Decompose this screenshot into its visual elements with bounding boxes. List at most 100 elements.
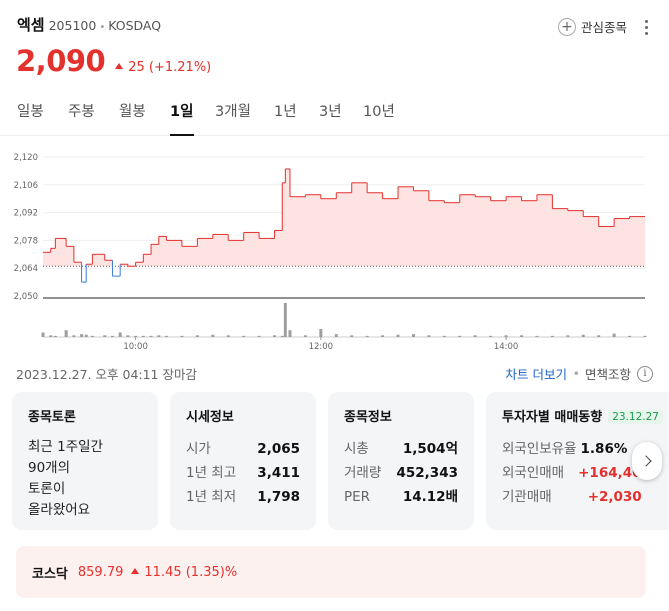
quote-row: 1년 최고 3,411 <box>186 461 300 485</box>
price-change: 25 (+1.21%) <box>115 60 211 75</box>
investor-card[interactable]: 투자자별 매매동향 23.12.27 외국인보유율 1.86% 외국인매매 +164,… <box>486 392 669 530</box>
volume-bar <box>612 333 616 337</box>
separator-dot: • <box>99 22 106 33</box>
price-area <box>43 168 645 267</box>
price-row: 2,090 25 (+1.21%) <box>16 44 211 78</box>
row-label: 외국인매매 <box>502 465 565 481</box>
volume-bar <box>134 335 138 337</box>
volume-bar <box>103 335 107 337</box>
tab-10year[interactable]: 10년 <box>363 104 395 120</box>
info-icon: i <box>637 365 653 382</box>
volume-bar <box>180 335 184 337</box>
volume-bar <box>64 330 68 337</box>
volume-bar <box>53 335 57 337</box>
separator-dot: • <box>572 366 580 381</box>
index-change-value: 11.45 (1.35)% <box>144 564 238 580</box>
volume-bar <box>350 335 354 337</box>
card-title: 투자자별 매매동향 23.12.27 <box>502 406 669 425</box>
price-change-value: 25 (+1.21%) <box>128 60 212 75</box>
forum-line: 90개의 <box>28 460 71 476</box>
y-tick-label: 2,050 <box>14 292 38 302</box>
disclaimer-link[interactable]: • 면책조항 i <box>573 364 653 383</box>
row-value: 14.12배 <box>402 489 458 505</box>
volume-bar <box>504 335 508 337</box>
row-value: 1.86% <box>580 441 628 457</box>
forum-line: 토론이 <box>28 481 66 497</box>
tab-3year[interactable]: 3년 <box>319 104 342 120</box>
market-name: KOSDAQ <box>108 18 162 33</box>
row-value: 452,343 <box>396 465 459 481</box>
y-tick-label: 2,106 <box>14 181 38 191</box>
forum-line: 올라왔어요 <box>28 502 91 518</box>
chart-more-link[interactable]: 차트 더보기 <box>505 367 567 382</box>
row-label: 거래량 <box>344 465 382 481</box>
investor-title: 투자자별 매매동향 <box>502 410 603 425</box>
volume-bar <box>41 332 45 337</box>
period-tabs: 일봉 주봉 월봉 1일 3개월 1년 3년 10년 <box>0 96 669 136</box>
volume-bar <box>628 335 632 337</box>
intraday-chart[interactable]: 2,120 2,106 2,092 2,078 2,064 2,050 10:00 12:00… <box>0 140 669 350</box>
tab-daily[interactable]: 일봉 <box>17 104 44 120</box>
volume-bar <box>597 335 601 337</box>
volume-bar <box>288 330 292 337</box>
stock-info-card[interactable]: 종목정보 시총 1,504억 거래량 452,343 PER 14.12배 <box>328 392 474 530</box>
volume-bar <box>550 335 554 337</box>
volume-bar <box>473 335 477 337</box>
volume-bar <box>520 335 524 337</box>
quote-row: 1년 최저 1,798 <box>186 485 300 509</box>
kosdaq-index-bar[interactable]: 코스닥 859.79 11.45 (1.35)% <box>16 546 646 598</box>
active-tab-indicator <box>170 134 194 136</box>
card-title: 종목토론 <box>28 410 76 425</box>
volume-bar <box>257 335 261 337</box>
row-value: 3,411 <box>257 465 300 481</box>
forum-line: 최근 1주일간 <box>28 439 103 455</box>
stock-code: 205100 <box>48 18 97 33</box>
quote-card[interactable]: 시세정보 시가 2,065 1년 최고 3,411 1년 최저 1,798 <box>170 392 316 530</box>
volume-bar <box>381 335 385 337</box>
y-tick-label: 2,092 <box>14 209 38 219</box>
row-value: 1,504억 <box>402 441 458 457</box>
volume-bar <box>195 335 199 337</box>
forum-card[interactable]: 종목토론 최근 1주일간 90개의 토론이 올라왔어요 <box>12 392 158 530</box>
volume-bar <box>334 334 338 337</box>
stock-name: 엑셈 <box>17 16 45 34</box>
volume-bar <box>581 334 585 337</box>
quote-row: 시가 2,065 <box>186 437 300 461</box>
chevron-right-icon <box>639 455 652 467</box>
chart-info-row: 2023.12.27. 오후 04:11 장마감 차트 더보기 • 면책조항 i <box>16 364 653 384</box>
tab-weekly[interactable]: 주봉 <box>68 104 95 120</box>
row-value: 2,065 <box>257 441 300 457</box>
volume-bar <box>365 335 369 337</box>
volume-bar <box>535 335 539 337</box>
row-label: PER <box>344 489 371 505</box>
stock-info-row: 거래량 452,343 <box>344 461 458 485</box>
stock-info-row: 시총 1,504억 <box>344 437 458 461</box>
volume-bar <box>84 334 88 337</box>
next-cards-button[interactable] <box>632 442 662 480</box>
card-title: 종목정보 <box>344 410 392 425</box>
row-value: 1,798 <box>257 489 300 505</box>
triangle-up-icon <box>131 567 140 574</box>
tab-3month[interactable]: 3개월 <box>215 104 251 120</box>
volume-bar <box>442 335 446 337</box>
watchlist-label: 관심종목 <box>580 20 627 35</box>
x-tick-label: 12:00 <box>309 342 334 350</box>
volume-bar <box>149 335 153 337</box>
triangle-up-icon <box>115 63 124 69</box>
add-watchlist-button[interactable]: + 관심종목 <box>557 17 627 36</box>
current-price: 2,090 <box>16 44 106 78</box>
more-options-icon[interactable] <box>639 17 653 37</box>
row-label: 1년 최고 <box>186 465 237 481</box>
tab-1day[interactable]: 1일 <box>170 104 194 120</box>
stock-header: 엑셈 205100 • KOSDAQ + 관심종목 <box>17 14 653 44</box>
card-title: 시세정보 <box>186 410 234 425</box>
volume-bar <box>396 334 400 337</box>
market-close-time: 2023.12.27. 오후 04:11 장마감 <box>16 367 197 382</box>
volume-bar <box>566 335 570 337</box>
volume-bar <box>118 332 122 337</box>
volume-bar <box>489 335 493 337</box>
plus-circle-icon: + <box>557 17 576 36</box>
volume-bar <box>211 334 215 337</box>
tab-1year[interactable]: 1년 <box>274 104 297 120</box>
tab-monthly[interactable]: 월봉 <box>119 104 146 120</box>
